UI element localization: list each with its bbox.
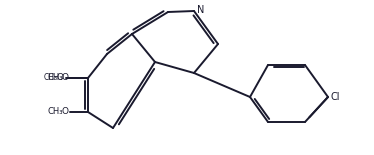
Text: CH₃: CH₃: [47, 73, 63, 82]
Text: CH₃: CH₃: [47, 108, 63, 117]
Text: O: O: [62, 108, 69, 117]
Text: Cl: Cl: [331, 92, 340, 102]
Text: O: O: [62, 73, 69, 82]
Text: CH₃: CH₃: [44, 73, 58, 82]
Text: O: O: [57, 73, 64, 82]
Text: N: N: [197, 5, 204, 15]
